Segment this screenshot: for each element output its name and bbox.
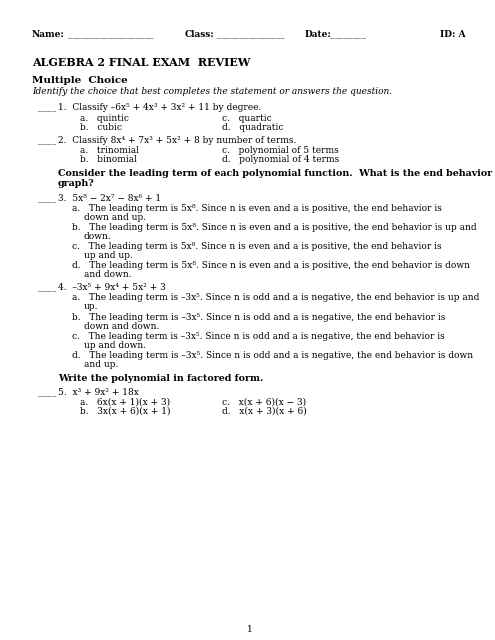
Text: up and down.: up and down. xyxy=(84,341,146,350)
Text: 2.  Classify 8x⁴ + 7x³ + 5x² + 8 by number of terms.: 2. Classify 8x⁴ + 7x³ + 5x² + 8 by numbe… xyxy=(58,136,297,145)
Text: a.   The leading term is 5x⁸. Since n is even and a is positive, the end behavio: a. The leading term is 5x⁸. Since n is e… xyxy=(72,204,442,213)
Text: a.   6x(x + 1)(x + 3): a. 6x(x + 1)(x + 3) xyxy=(80,398,170,407)
Text: ID: A: ID: A xyxy=(440,30,466,39)
Text: Consider the leading term of each polynomial function.  What is the end behavior: Consider the leading term of each polyno… xyxy=(58,169,495,178)
Text: d.   quadratic: d. quadratic xyxy=(222,123,284,132)
Text: ____: ____ xyxy=(38,136,56,145)
Text: d.   The leading term is –3x⁵. Since n is odd and a is negative, the end behavio: d. The leading term is –3x⁵. Since n is … xyxy=(72,351,473,360)
Text: c.   polynomial of 5 terms: c. polynomial of 5 terms xyxy=(222,146,339,155)
Text: down.: down. xyxy=(84,232,112,241)
Text: ____: ____ xyxy=(38,103,56,112)
Text: b.   binomial: b. binomial xyxy=(80,155,137,164)
Text: b.   The leading term is 5x⁸. Since n is even and a is positive, the end behavio: b. The leading term is 5x⁸. Since n is e… xyxy=(72,223,477,232)
Text: a.   quintic: a. quintic xyxy=(80,114,129,123)
Text: up and up.: up and up. xyxy=(84,251,133,260)
Text: 3.  5x⁸ − 2x⁷ − 8x⁶ + 1: 3. 5x⁸ − 2x⁷ − 8x⁶ + 1 xyxy=(58,194,161,203)
Text: and down.: and down. xyxy=(84,270,132,279)
Text: Identify the choice that best completes the statement or answers the question.: Identify the choice that best completes … xyxy=(32,87,392,96)
Text: a.   The leading term is –3x⁵. Since n is odd and a is negative, the end behavio: a. The leading term is –3x⁵. Since n is … xyxy=(72,293,479,302)
Text: d.   The leading term is 5x⁸. Since n is even and a is positive, the end behavio: d. The leading term is 5x⁸. Since n is e… xyxy=(72,261,470,270)
Text: b.   3x(x + 6)(x + 1): b. 3x(x + 6)(x + 1) xyxy=(80,407,170,416)
Text: 1: 1 xyxy=(247,625,253,634)
Text: ____: ____ xyxy=(38,388,56,397)
Text: _______________: _______________ xyxy=(217,30,285,39)
Text: Multiple  Choice: Multiple Choice xyxy=(32,76,128,85)
Text: c.   x(x + 6)(x − 3): c. x(x + 6)(x − 3) xyxy=(222,398,306,407)
Text: c.   The leading term is 5x⁸. Since n is even and a is positive, the end behavio: c. The leading term is 5x⁸. Since n is e… xyxy=(72,242,442,251)
Text: c.   quartic: c. quartic xyxy=(222,114,272,123)
Text: down and down.: down and down. xyxy=(84,322,159,331)
Text: ___________________: ___________________ xyxy=(68,30,153,39)
Text: c.   The leading term is –3x⁵. Since n is odd and a is negative, the end behavio: c. The leading term is –3x⁵. Since n is … xyxy=(72,332,445,341)
Text: d.   x(x + 3)(x + 6): d. x(x + 3)(x + 6) xyxy=(222,407,307,416)
Text: 1.  Classify –6x⁵ + 4x³ + 3x² + 11 by degree.: 1. Classify –6x⁵ + 4x³ + 3x² + 11 by deg… xyxy=(58,103,261,112)
Text: d.   polynomial of 4 terms: d. polynomial of 4 terms xyxy=(222,155,339,164)
Text: b.   cubic: b. cubic xyxy=(80,123,122,132)
Text: Date:: Date: xyxy=(305,30,332,39)
Text: up.: up. xyxy=(84,302,99,311)
Text: and up.: and up. xyxy=(84,360,118,369)
Text: ____: ____ xyxy=(38,194,56,203)
Text: ________: ________ xyxy=(330,30,366,39)
Text: 5.  x³ + 9x² + 18x: 5. x³ + 9x² + 18x xyxy=(58,388,139,397)
Text: Class:: Class: xyxy=(185,30,215,39)
Text: down and up.: down and up. xyxy=(84,213,146,222)
Text: ALGEBRA 2 FINAL EXAM  REVIEW: ALGEBRA 2 FINAL EXAM REVIEW xyxy=(32,57,250,68)
Text: a.   trinomial: a. trinomial xyxy=(80,146,139,155)
Text: graph?: graph? xyxy=(58,179,95,188)
Text: Write the polynomial in factored form.: Write the polynomial in factored form. xyxy=(58,374,263,383)
Text: Name:: Name: xyxy=(32,30,65,39)
Text: 4.  –3x⁵ + 9x⁴ + 5x² + 3: 4. –3x⁵ + 9x⁴ + 5x² + 3 xyxy=(58,283,166,292)
Text: b.   The leading term is –3x⁵. Since n is odd and a is negative, the end behavio: b. The leading term is –3x⁵. Since n is … xyxy=(72,313,446,322)
Text: ____: ____ xyxy=(38,283,56,292)
